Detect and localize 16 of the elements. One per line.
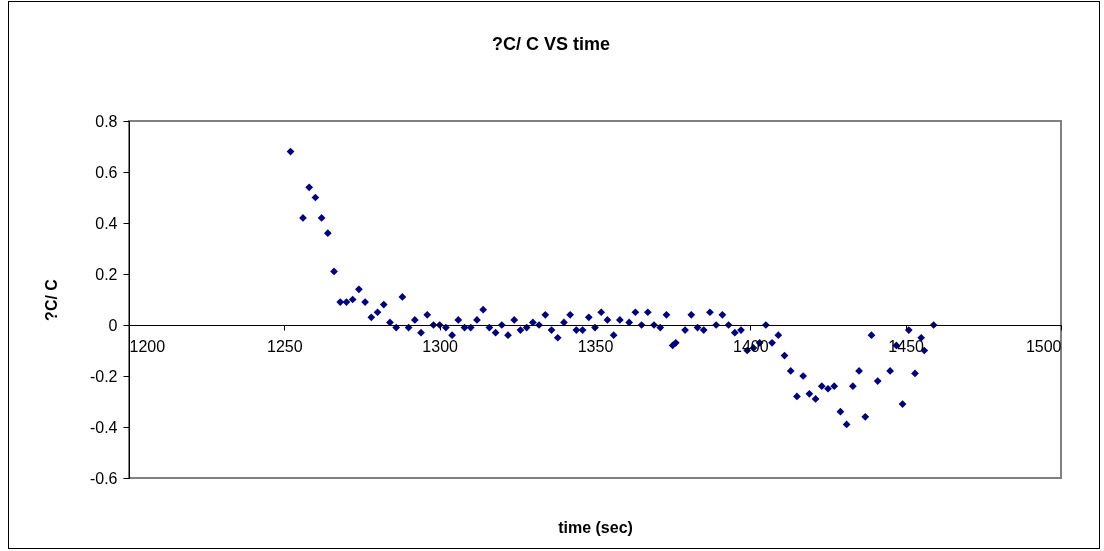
x-tick-label: 1500 (1025, 337, 1062, 355)
x-tick-label: 1350 (577, 337, 614, 355)
y-tick-label: 0.8 (95, 112, 118, 130)
x-tick-label: 1200 (129, 337, 166, 355)
x-axis-title: time (sec) (558, 518, 633, 536)
y-tick-label: 0 (108, 316, 118, 334)
x-tick-label: 1250 (267, 337, 303, 355)
y-tick-label: -0.6 (89, 469, 118, 487)
y-tick-label: 0.2 (95, 265, 118, 283)
y-tick-label: -0.4 (89, 418, 118, 436)
y-tick-label: 0.6 (95, 163, 118, 181)
y-axis-title: ?C/ C (42, 278, 60, 321)
chart-title: ?C/ C VS time (491, 34, 611, 54)
y-tick-label: -0.2 (89, 367, 118, 385)
y-tick-label: 0.4 (95, 214, 118, 232)
x-tick-label: 1300 (422, 337, 459, 355)
